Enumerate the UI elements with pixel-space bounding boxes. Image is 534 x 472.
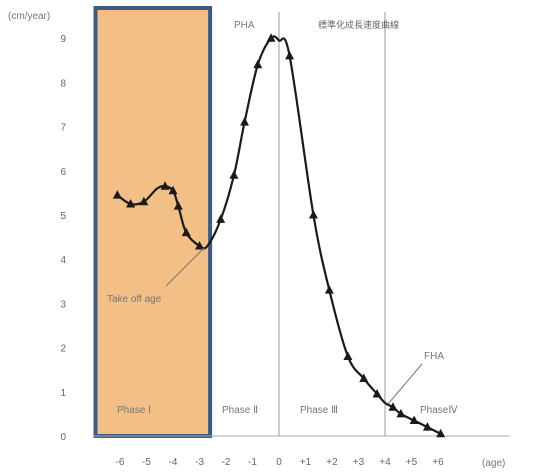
phase-2-label: Phase Ⅱ: [222, 405, 258, 416]
curve-marker: [388, 402, 398, 411]
y-tick-label: 7: [60, 123, 66, 134]
curve-marker: [436, 428, 446, 438]
phase-1-label: Phase Ⅰ: [117, 405, 151, 416]
y-tick-label: 1: [60, 388, 66, 399]
y-axis-label: (cm/year): [8, 11, 50, 22]
y-tick-label: 4: [60, 255, 66, 266]
pha-top-label: PHA: [234, 20, 255, 31]
curve-marker: [324, 285, 334, 294]
curve-marker: [343, 351, 353, 360]
chart-title-jp: 標準化成長速度曲線: [318, 19, 399, 31]
x-tick-label: -1: [248, 457, 257, 468]
x-tick-label: +1: [300, 457, 312, 468]
curve-marker: [168, 185, 178, 195]
curve-marker: [126, 198, 136, 208]
phase-1-highlight: [93, 6, 213, 438]
x-tick-label: -2: [222, 457, 231, 468]
x-tick-label: -3: [195, 457, 204, 468]
curve-marker: [308, 210, 318, 219]
curve-marker: [173, 201, 183, 210]
phase-3-label: Phase Ⅲ: [300, 405, 338, 416]
x-tick-label: -4: [169, 457, 178, 468]
curve-marker: [181, 227, 191, 237]
y-tick-labels: 0 1 2 3 4 5 6 7 8 9: [60, 34, 66, 443]
curve-marker: [396, 408, 406, 418]
y-tick-label: 5: [60, 211, 66, 222]
takeoff-pointer: [165, 247, 205, 287]
x-tick-label: -5: [142, 457, 151, 468]
takeoff-label: Take off age: [107, 294, 162, 305]
curve-marker: [266, 33, 276, 42]
curve-marker: [160, 181, 170, 190]
curve-marker: [285, 50, 295, 60]
curve-marker: [372, 389, 382, 398]
x-tick-label: -6: [116, 457, 125, 468]
fha-pointer: [387, 363, 423, 405]
curve-marker: [253, 59, 263, 69]
y-tick-label: 3: [60, 299, 66, 310]
curve-marker: [195, 240, 204, 250]
curve-marker: [112, 190, 122, 199]
y-tick-label: 2: [60, 344, 66, 355]
x-tick-label: +4: [379, 457, 391, 468]
x-axis-label: (age): [482, 458, 505, 469]
curve-marker: [216, 214, 226, 223]
curve-markers: [112, 33, 446, 438]
curve-marker: [422, 422, 432, 431]
y-tick-label: 6: [60, 167, 66, 178]
x-tick-label: 0: [276, 457, 282, 468]
y-tick-label: 8: [60, 78, 66, 89]
x-tick-labels: -6 -5 -4 -3 -2 -1 0 +1 +2 +3 +4 +5 +6: [116, 457, 445, 468]
phase-4-label: PhaseⅣ: [420, 405, 458, 416]
x-tick-label: +3: [353, 457, 365, 468]
curve-marker: [240, 117, 250, 126]
y-tick-label: 9: [60, 34, 66, 45]
x-tick-label: +2: [326, 457, 338, 468]
curve-marker: [359, 373, 369, 383]
x-tick-label: +5: [406, 457, 418, 468]
y-tick-label: 0: [60, 432, 66, 443]
fha-label: FHA: [424, 351, 444, 362]
curve-marker: [229, 170, 239, 179]
curve-marker: [409, 415, 419, 425]
curve-marker: [139, 196, 149, 206]
x-tick-label: +6: [432, 457, 444, 468]
